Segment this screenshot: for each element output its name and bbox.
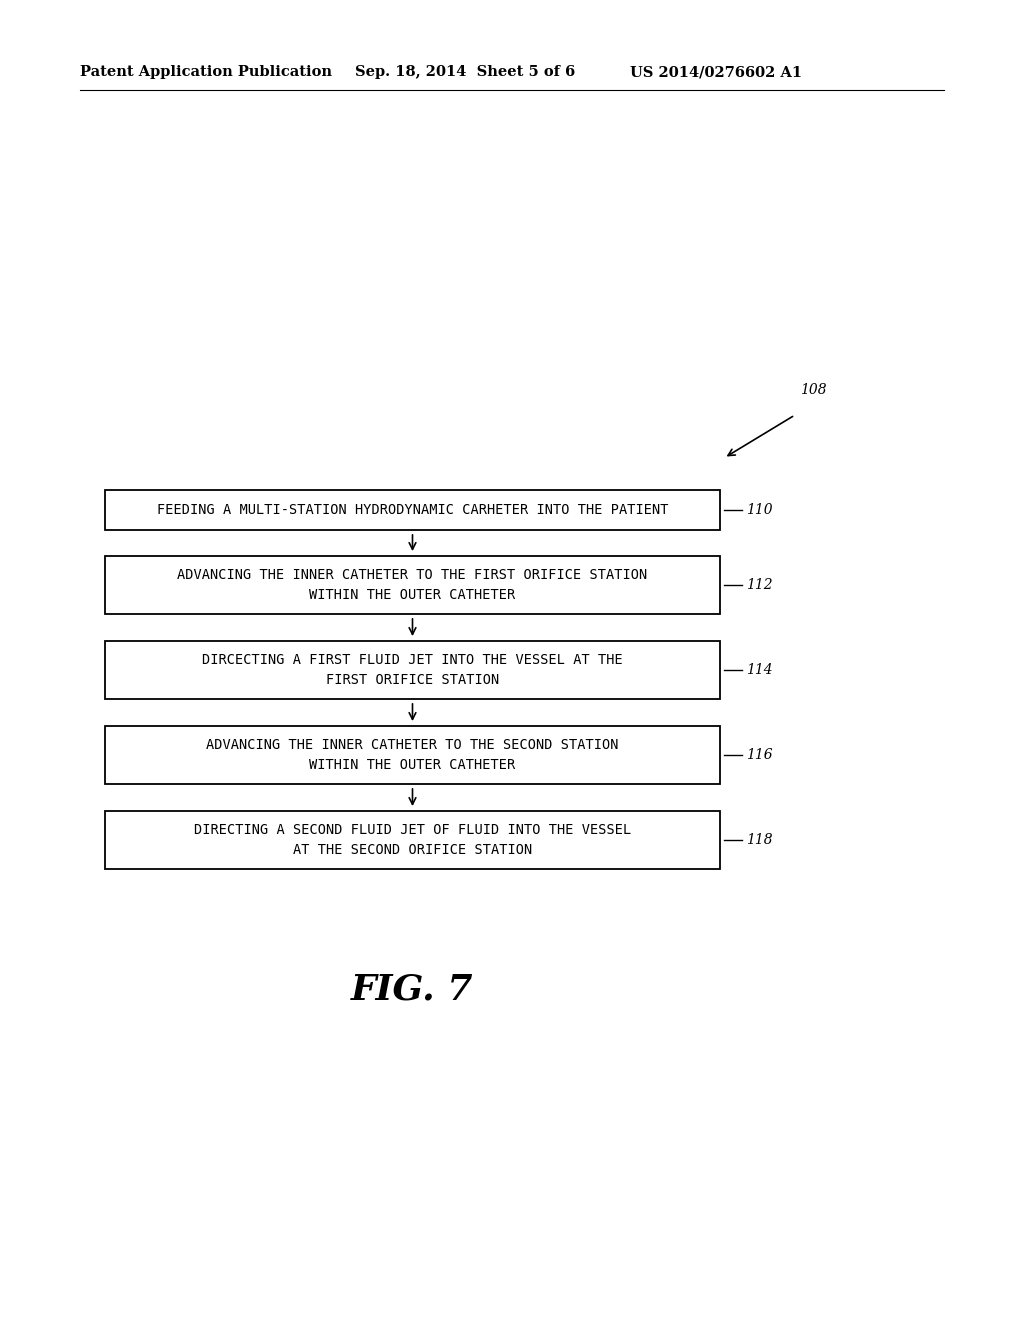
Bar: [105, 642, 720, 700]
Text: DIRCECTING A FIRST FLUID JET INTO THE VESSEL AT THE
FIRST ORIFICE STATION: DIRCECTING A FIRST FLUID JET INTO THE VE…: [202, 652, 623, 688]
Text: US 2014/0276602 A1: US 2014/0276602 A1: [630, 65, 802, 79]
Text: ADVANCING THE INNER CATHETER TO THE FIRST ORIFICE STATION
WITHIN THE OUTER CATHE: ADVANCING THE INNER CATHETER TO THE FIRS…: [177, 568, 647, 602]
Text: DIRECTING A SECOND FLUID JET OF FLUID INTO THE VESSEL
AT THE SECOND ORIFICE STAT: DIRECTING A SECOND FLUID JET OF FLUID IN…: [194, 822, 631, 857]
Text: 110: 110: [746, 503, 773, 517]
Text: ADVANCING THE INNER CATHETER TO THE SECOND STATION
WITHIN THE OUTER CATHETER: ADVANCING THE INNER CATHETER TO THE SECO…: [206, 738, 618, 772]
Text: 108: 108: [800, 383, 826, 397]
Bar: [105, 810, 720, 869]
Text: 112: 112: [746, 578, 773, 591]
Text: Patent Application Publication: Patent Application Publication: [80, 65, 332, 79]
Bar: [105, 726, 720, 784]
Bar: [105, 556, 720, 614]
Text: FIG. 7: FIG. 7: [351, 973, 474, 1007]
Text: 114: 114: [746, 663, 773, 677]
Text: 118: 118: [746, 833, 773, 847]
Text: FEEDING A MULTI-STATION HYDRODYNAMIC CARHETER INTO THE PATIENT: FEEDING A MULTI-STATION HYDRODYNAMIC CAR…: [157, 503, 669, 517]
Text: 116: 116: [746, 748, 773, 762]
Bar: [105, 490, 720, 531]
Text: Sep. 18, 2014  Sheet 5 of 6: Sep. 18, 2014 Sheet 5 of 6: [355, 65, 575, 79]
